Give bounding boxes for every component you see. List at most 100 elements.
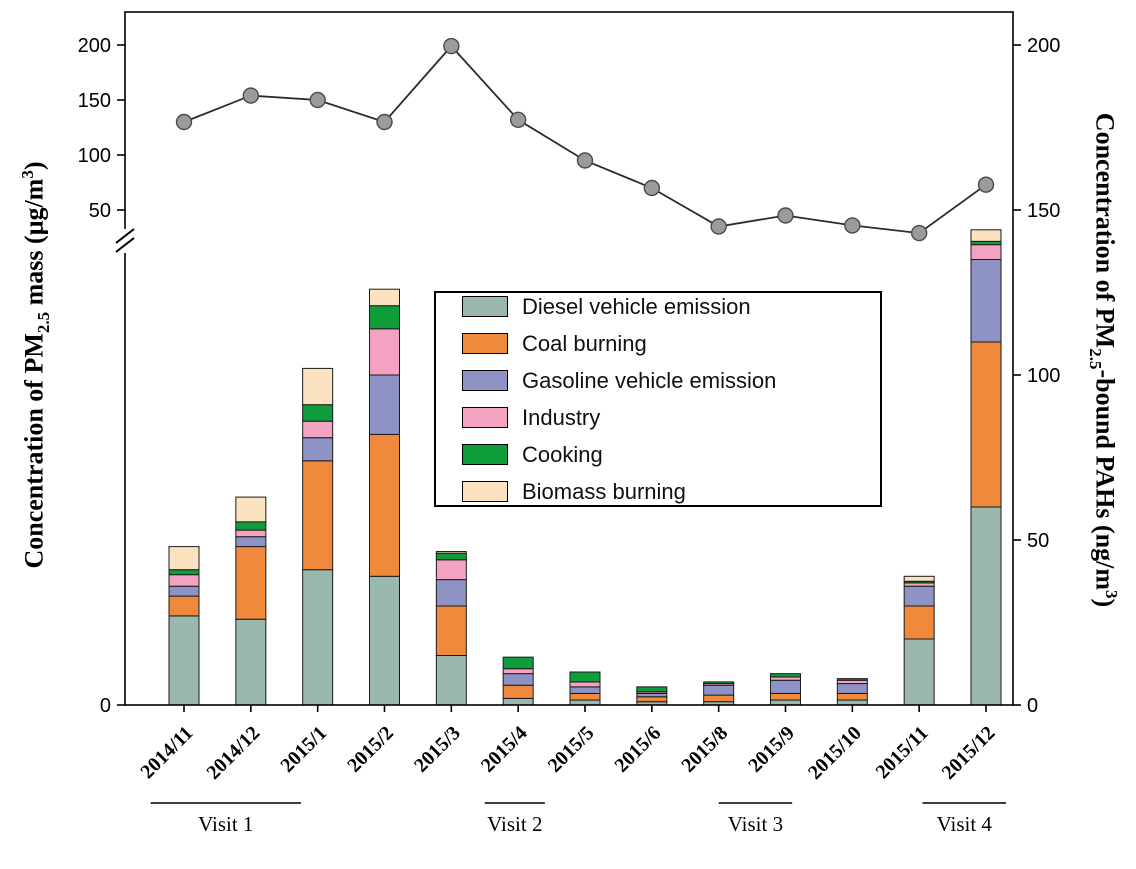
bar-segment [369, 575, 400, 706]
bar-segment [302, 404, 334, 422]
left-tick-label: 50 [89, 200, 111, 222]
legend-item: Diesel vehicle emission [462, 294, 880, 320]
legend-swatch [462, 296, 508, 317]
bar-segment [770, 679, 801, 694]
bar-segment [903, 638, 935, 706]
legend-label: Industry [522, 404, 601, 430]
x-tick-label: 2015/3 [410, 722, 465, 777]
legend-swatch [462, 481, 508, 502]
bar-segment [369, 328, 400, 376]
bar-segment [168, 585, 200, 597]
bar-segment [770, 692, 801, 701]
bar-segment [302, 437, 334, 462]
visit-label: Visit 3 [728, 812, 783, 836]
x-tick-label: 2015/11 [872, 722, 933, 783]
bar-segment [636, 696, 668, 703]
bar-segment [235, 546, 267, 620]
left-axis-title-post: ) [19, 161, 49, 171]
line-markers-group [175, 37, 995, 242]
x-tick-label: 2015/9 [744, 722, 799, 777]
legend-item: Biomass burning [462, 479, 880, 505]
bar-segment [502, 656, 534, 670]
bar-segment [569, 671, 601, 683]
bar-segment [970, 341, 1002, 508]
pm25-line [183, 44, 987, 235]
right-tick-label: 50 [1027, 530, 1049, 552]
right-axis-title-pre: Concentration of PM [1090, 112, 1120, 349]
bar-segment [369, 433, 400, 577]
x-tick-label: 2014/11 [136, 722, 197, 783]
left-tick-label: 100 [78, 145, 111, 167]
bar-segment [502, 673, 534, 686]
bar-segment [703, 681, 735, 685]
bar-segment [502, 697, 534, 706]
right-axis-title-sup: 3 [1101, 590, 1121, 599]
bar-segment [435, 655, 467, 706]
line-marker [175, 113, 193, 131]
bar-segment [836, 692, 868, 701]
line-marker [910, 224, 928, 242]
bars-group [168, 229, 1002, 706]
line-marker [376, 113, 393, 131]
bar-segment [569, 686, 601, 694]
line-marker [443, 37, 460, 55]
bar-segment [168, 574, 200, 587]
legend-swatch [462, 370, 508, 391]
right-axis-title-sub: 2.5 [1086, 348, 1106, 370]
bar-segment [970, 229, 1002, 242]
bar-segment [903, 605, 935, 640]
x-tick-label: 2015/8 [677, 722, 732, 777]
bar-segment [168, 546, 200, 571]
left-tick-label: 200 [78, 35, 111, 57]
right-axis-title: Concentration of PM2.5-bound PAHs (ng/m3… [1085, 113, 1121, 607]
bar-segment [302, 460, 334, 571]
bar-segment [636, 686, 668, 693]
bar-segment [703, 684, 735, 696]
bar-segment [970, 244, 1002, 260]
bar-segment [235, 536, 267, 548]
bar-segment [168, 615, 200, 706]
line-marker [242, 87, 260, 104]
left-tick-label: 150 [78, 90, 111, 112]
bar-segment [569, 692, 601, 701]
line-marker [509, 111, 527, 129]
bar-segment [235, 496, 267, 523]
visit-label: Visit 1 [198, 812, 253, 836]
visit-label: Visit 4 [937, 812, 993, 836]
line-marker [309, 91, 326, 109]
bar-segment [502, 684, 534, 699]
legend-label: Coal burning [522, 330, 647, 356]
bar-segment [235, 618, 267, 706]
legend-item: Industry [462, 405, 880, 431]
x-tick-label: 2015/2 [343, 722, 398, 777]
right-tick-label: 200 [1027, 35, 1060, 57]
line-marker [710, 218, 727, 235]
bar-segment [302, 569, 334, 706]
legend-label: Biomass burning [522, 478, 686, 504]
bar-segment [903, 585, 935, 607]
right-axis-title-post: ) [1090, 598, 1120, 608]
legend-item: Coal burning [462, 331, 880, 357]
legend-item: Cooking [462, 442, 880, 468]
left-axis-title-sup: 3 [18, 170, 38, 179]
x-tick-label: 2015/5 [544, 722, 599, 777]
bar-segment [435, 559, 467, 581]
visit-label: Visit 2 [487, 812, 542, 836]
bar-segment [435, 605, 467, 656]
bar-segment [369, 288, 400, 307]
bar-segment [836, 678, 868, 681]
line-marker [977, 176, 995, 193]
right-axis-title-mid: -bound PAHs (ng/m [1090, 369, 1120, 591]
line-marker [643, 179, 661, 197]
bar-segment [569, 681, 601, 688]
x-tick-label: 2015/1 [276, 722, 331, 777]
x-tick-label: 2015/4 [477, 722, 532, 777]
left-axis-title-mid: mass (μg/m [19, 178, 49, 312]
x-tick-label: 2015/10 [804, 722, 866, 784]
bar-segment [770, 673, 801, 678]
legend-swatch [462, 407, 508, 428]
bar-segment [903, 575, 935, 582]
axis-break-slash [115, 237, 135, 253]
bar-segment [369, 374, 400, 435]
